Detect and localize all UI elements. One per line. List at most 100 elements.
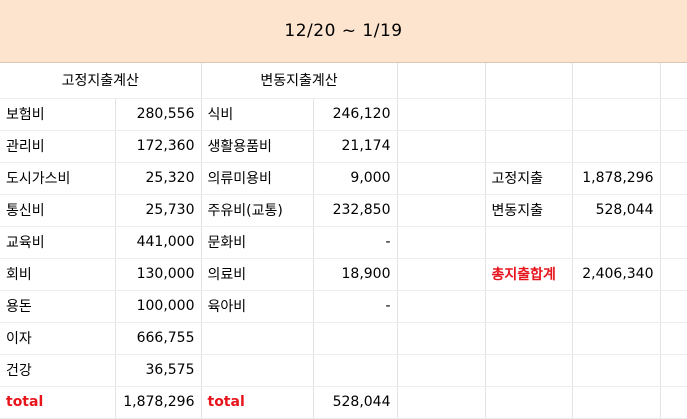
variable-item-label[interactable]: 육아비: [201, 290, 314, 323]
empty-cell[interactable]: [660, 290, 687, 323]
variable-heading[interactable]: 변동지출계산: [201, 63, 398, 99]
empty-cell[interactable]: [660, 258, 687, 291]
empty-cell[interactable]: [660, 354, 687, 387]
variable-total-value[interactable]: 528,044: [313, 386, 398, 419]
table-row: 회비 130,000 의료비 18,900 총지출합계 2,406,340: [0, 258, 687, 291]
fixed-total-value[interactable]: 1,878,296: [115, 386, 202, 419]
empty-cell[interactable]: [572, 322, 661, 355]
empty-cell[interactable]: [485, 290, 573, 323]
empty-cell[interactable]: [485, 226, 573, 259]
fixed-item-value[interactable]: 130,000: [115, 258, 202, 291]
fixed-item-label[interactable]: 이자: [0, 322, 116, 355]
fixed-item-value[interactable]: 280,556: [115, 98, 202, 131]
empty-cell[interactable]: [201, 354, 314, 387]
summary-fixed-label[interactable]: 고정지출: [485, 162, 573, 195]
empty-cell[interactable]: [201, 322, 314, 355]
empty-cell[interactable]: [397, 98, 486, 131]
table-row: 건강 36,575: [0, 354, 687, 387]
empty-cell[interactable]: [485, 130, 573, 163]
table-row: 보험비 280,556 식비 246,120: [0, 98, 687, 131]
table-row: 도시가스비 25,320 의류미용비 9,000 고정지출 1,878,296: [0, 162, 687, 195]
empty-cell[interactable]: [313, 354, 398, 387]
fixed-item-label[interactable]: 통신비: [0, 194, 116, 227]
empty-cell[interactable]: [397, 258, 486, 291]
summary-variable-label[interactable]: 변동지출: [485, 194, 573, 227]
fixed-item-value[interactable]: 100,000: [115, 290, 202, 323]
fixed-total-label[interactable]: total: [0, 386, 116, 419]
table-row: 관리비 172,360 생활용품비 21,174: [0, 130, 687, 163]
sheet-title-banner[interactable]: 12/20 ~ 1/19: [0, 0, 687, 63]
summary-fixed-value[interactable]: 1,878,296: [572, 162, 661, 195]
variable-item-value[interactable]: -: [313, 290, 398, 323]
fixed-item-value[interactable]: 441,000: [115, 226, 202, 259]
empty-cell[interactable]: [397, 63, 486, 99]
fixed-item-value[interactable]: 25,320: [115, 162, 202, 195]
empty-cell[interactable]: [572, 63, 661, 99]
empty-cell[interactable]: [572, 290, 661, 323]
fixed-item-value[interactable]: 36,575: [115, 354, 202, 387]
summary-variable-value[interactable]: 528,044: [572, 194, 661, 227]
fixed-item-label[interactable]: 교육비: [0, 226, 116, 259]
variable-item-value[interactable]: 18,900: [313, 258, 398, 291]
variable-item-label[interactable]: 생활용품비: [201, 130, 314, 163]
variable-item-label[interactable]: 주유비(교통): [201, 194, 314, 227]
empty-cell[interactable]: [313, 322, 398, 355]
empty-cell[interactable]: [485, 354, 573, 387]
variable-item-label[interactable]: 의류미용비: [201, 162, 314, 195]
empty-cell[interactable]: [397, 194, 486, 227]
empty-cell[interactable]: [485, 63, 573, 99]
empty-cell[interactable]: [660, 63, 687, 99]
variable-total-label[interactable]: total: [201, 386, 314, 419]
fixed-item-value[interactable]: 25,730: [115, 194, 202, 227]
empty-cell[interactable]: [397, 162, 486, 195]
empty-cell[interactable]: [397, 386, 486, 419]
variable-item-value[interactable]: 246,120: [313, 98, 398, 131]
empty-cell[interactable]: [397, 290, 486, 323]
variable-item-label[interactable]: 식비: [201, 98, 314, 131]
period-title: 12/20 ~ 1/19: [284, 21, 403, 41]
table-row: 교육비 441,000 문화비 -: [0, 226, 687, 259]
header-row: 고정지출계산 변동지출계산: [0, 63, 687, 99]
empty-cell[interactable]: [572, 98, 661, 131]
empty-cell[interactable]: [397, 226, 486, 259]
empty-cell[interactable]: [485, 98, 573, 131]
table-row: 용돈 100,000 육아비 -: [0, 290, 687, 323]
variable-item-label[interactable]: 의료비: [201, 258, 314, 291]
empty-cell[interactable]: [485, 386, 573, 419]
grand-total-value[interactable]: 2,406,340: [572, 258, 661, 291]
table-row: 이자 666,755: [0, 322, 687, 355]
expense-sheet-grid[interactable]: 고정지출계산 변동지출계산 보험비 280,556 식비 246,120 관리비…: [0, 63, 687, 419]
fixed-item-value[interactable]: 172,360: [115, 130, 202, 163]
empty-cell[interactable]: [397, 322, 486, 355]
empty-cell[interactable]: [572, 386, 661, 419]
fixed-item-label[interactable]: 관리비: [0, 130, 116, 163]
variable-item-value[interactable]: 232,850: [313, 194, 398, 227]
empty-cell[interactable]: [660, 130, 687, 163]
empty-cell[interactable]: [572, 354, 661, 387]
fixed-item-label[interactable]: 건강: [0, 354, 116, 387]
empty-cell[interactable]: [485, 322, 573, 355]
empty-cell[interactable]: [660, 322, 687, 355]
empty-cell[interactable]: [660, 194, 687, 227]
fixed-heading[interactable]: 고정지출계산: [0, 63, 202, 99]
total-row: total 1,878,296 total 528,044: [0, 386, 687, 419]
empty-cell[interactable]: [397, 130, 486, 163]
fixed-item-value[interactable]: 666,755: [115, 322, 202, 355]
empty-cell[interactable]: [572, 130, 661, 163]
variable-item-value[interactable]: 9,000: [313, 162, 398, 195]
variable-item-value[interactable]: 21,174: [313, 130, 398, 163]
table-row: 통신비 25,730 주유비(교통) 232,850 변동지출 528,044: [0, 194, 687, 227]
fixed-item-label[interactable]: 보험비: [0, 98, 116, 131]
empty-cell[interactable]: [660, 386, 687, 419]
fixed-item-label[interactable]: 도시가스비: [0, 162, 116, 195]
variable-item-label[interactable]: 문화비: [201, 226, 314, 259]
empty-cell[interactable]: [660, 226, 687, 259]
empty-cell[interactable]: [660, 98, 687, 131]
grand-total-label[interactable]: 총지출합계: [485, 258, 573, 291]
empty-cell[interactable]: [660, 162, 687, 195]
fixed-item-label[interactable]: 회비: [0, 258, 116, 291]
empty-cell[interactable]: [397, 354, 486, 387]
empty-cell[interactable]: [572, 226, 661, 259]
variable-item-value[interactable]: -: [313, 226, 398, 259]
fixed-item-label[interactable]: 용돈: [0, 290, 116, 323]
